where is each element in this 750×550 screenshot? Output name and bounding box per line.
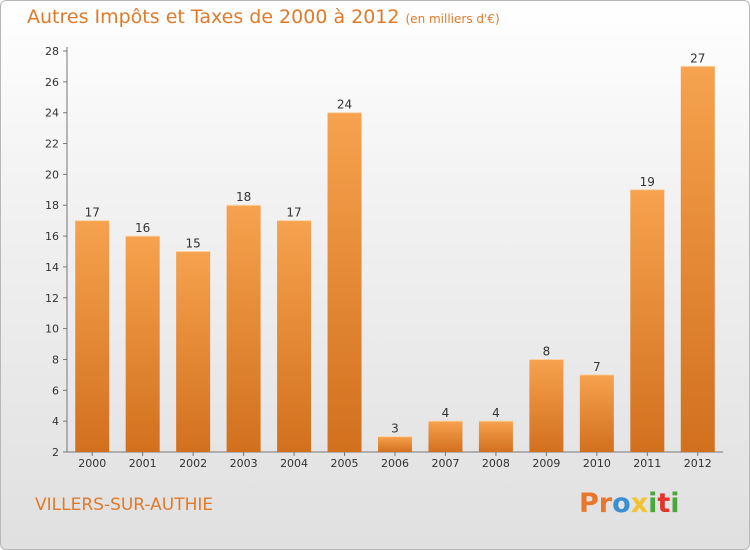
value-label: 7 <box>593 360 601 374</box>
y-tick-label: 12 <box>45 292 59 305</box>
value-label: 4 <box>442 406 450 420</box>
x-tick-label: 2001 <box>129 457 157 470</box>
logo-letter: i <box>670 488 680 519</box>
x-tick-label: 2010 <box>583 457 611 470</box>
value-label: 4 <box>492 406 500 420</box>
y-tick-label: 24 <box>45 107 59 120</box>
value-label: 19 <box>640 175 655 189</box>
value-label: 3 <box>391 422 399 436</box>
bar <box>478 421 513 452</box>
bar <box>428 421 463 452</box>
logo-letter: P <box>579 488 599 519</box>
x-tick-label: 2012 <box>684 457 712 470</box>
unit-label: (en milliers d'€) <box>405 12 500 26</box>
value-label: 17 <box>286 206 301 220</box>
bar <box>378 436 412 452</box>
bar <box>75 220 110 452</box>
bar <box>226 205 261 452</box>
y-tick-label: 8 <box>52 353 59 366</box>
value-label: 24 <box>337 98 352 112</box>
x-tick-label: 2008 <box>482 457 510 470</box>
x-tick-label: 2005 <box>331 457 359 470</box>
y-tick-label: 16 <box>45 230 59 243</box>
value-label: 18 <box>236 190 251 204</box>
value-label: 15 <box>186 237 201 251</box>
bar <box>125 236 160 452</box>
y-tick-label: 22 <box>45 138 59 151</box>
x-tick-label: 2003 <box>230 457 258 470</box>
y-tick-label: 26 <box>45 76 59 89</box>
y-tick-label: 10 <box>45 323 59 336</box>
y-tick-label: 6 <box>52 384 59 397</box>
value-label: 17 <box>85 206 100 220</box>
bar <box>277 220 312 452</box>
chart-title: Autres Impôts et Taxes de 2000 à 2012 (en… <box>27 6 500 28</box>
y-tick-label: 20 <box>45 168 59 181</box>
x-tick-label: 2007 <box>431 457 459 470</box>
x-tick-label: 2002 <box>179 457 207 470</box>
labels-group: 2000 17 2001 16 2002 15 2003 18 2004 17 2005 24 2006… <box>78 51 712 470</box>
bar <box>680 66 715 452</box>
logo-letter: x <box>630 488 649 519</box>
value-label: 16 <box>135 221 150 235</box>
commune-name: VILLERS-SUR-AUTHIE <box>35 495 214 515</box>
value-label: 8 <box>543 344 551 358</box>
bar <box>327 112 362 452</box>
bar <box>176 251 211 452</box>
value-label: 27 <box>690 51 705 65</box>
bars-group <box>75 65 715 453</box>
bar <box>579 374 614 452</box>
bar <box>529 359 564 452</box>
x-tick-label: 2006 <box>381 457 409 470</box>
logo-letter: r <box>598 488 613 519</box>
logo-letter: i <box>648 488 658 519</box>
x-tick-label: 2009 <box>532 457 560 470</box>
x-tick-label: 2000 <box>78 457 106 470</box>
y-tick-label: 14 <box>45 261 59 274</box>
y-tick-label: 4 <box>52 415 59 428</box>
x-tick-label: 2011 <box>633 457 661 470</box>
y-tick-label: 2 <box>52 446 59 459</box>
proxiti-logo: Proxiti <box>579 488 680 519</box>
logo-letter: t <box>657 488 671 519</box>
logo-letter: o <box>612 488 631 519</box>
y-tick-label: 28 <box>45 45 59 58</box>
title-text: Autres Impôts et Taxes de 2000 à 2012 <box>27 6 400 28</box>
y-tick-label: 18 <box>45 199 59 212</box>
bar <box>630 189 665 453</box>
x-tick-label: 2004 <box>280 457 308 470</box>
